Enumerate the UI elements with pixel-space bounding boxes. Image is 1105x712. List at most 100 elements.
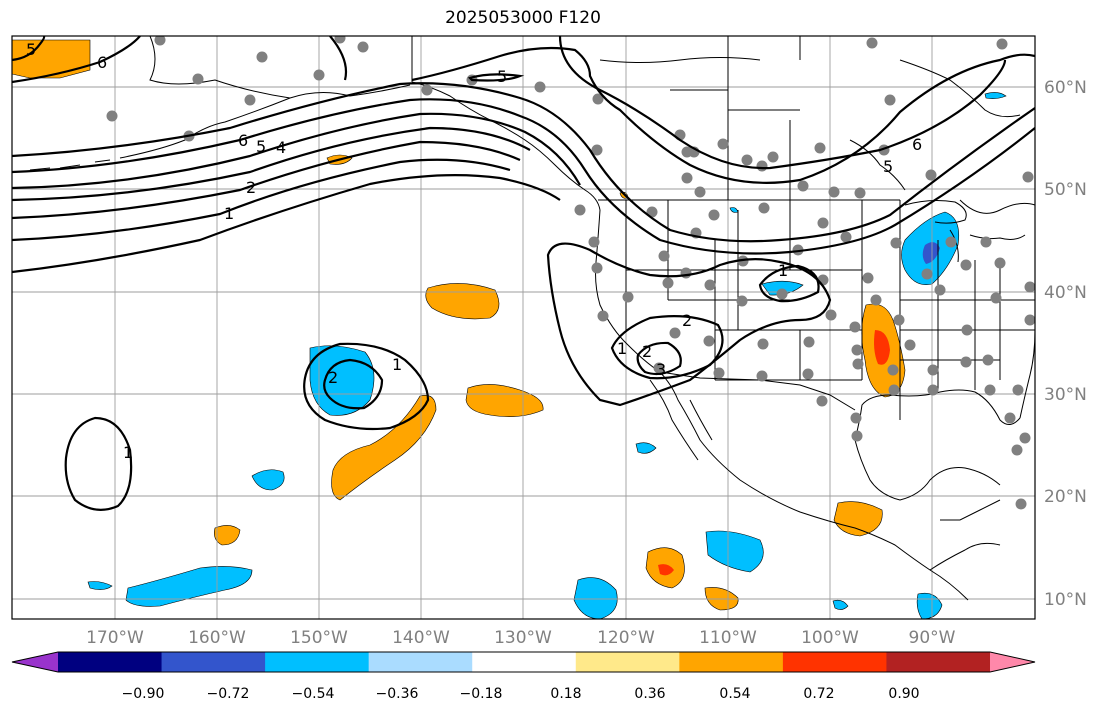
lat-tick-label: 10°N: [1044, 590, 1087, 610]
field-cyan-hawaii: [251, 469, 285, 491]
contour-label: 2: [328, 368, 338, 387]
coast-great-lakes: [904, 200, 1026, 263]
shaded-fields: [12, 39, 1007, 619]
colorbar-segment: [58, 652, 163, 672]
contour-ridge-upper: [411, 46, 1035, 184]
colorbar-segment: [575, 652, 680, 672]
colorbar-extend-high: [990, 652, 1035, 672]
colorbar-segment: [265, 652, 370, 672]
border-states: [625, 200, 1035, 420]
colorbar-labels: −0.90 −0.72 −0.54 −0.36 −0.18 0.18 0.36 …: [122, 686, 920, 702]
contour-pac-3: [64, 416, 133, 511]
lon-tick-label: 120°W: [597, 628, 655, 648]
field-cyan-pac: [309, 345, 375, 416]
field-cyan-long: [125, 566, 253, 607]
field-cyan-f: [635, 442, 657, 454]
contour-lines: [12, 36, 1035, 511]
colorbar-segment: [368, 652, 473, 672]
contour-label: 1: [392, 355, 402, 374]
contour-label: 6: [97, 53, 107, 72]
field-orange-f: [833, 501, 883, 537]
field-orange-band: [331, 395, 437, 501]
field-cyan-hudson: [984, 92, 1007, 99]
coast-aleutians: [29, 159, 111, 171]
field-cyan-e: [832, 599, 849, 610]
contour-jet-4: [12, 126, 531, 202]
contour-label: 4: [276, 138, 286, 157]
colorbar-outline: [11, 651, 1036, 673]
contour-label: 5: [256, 137, 266, 156]
colorbar-segment: [782, 652, 887, 672]
contour-small-1: [758, 264, 820, 303]
colorbar-tick-label: −0.72: [207, 686, 250, 702]
colorbar-tick-label: −0.18: [460, 686, 503, 702]
colorbar-tick-label: −0.90: [122, 686, 165, 702]
lon-tick-label: 110°W: [699, 628, 757, 648]
coast-canada: [599, 36, 1035, 214]
field-cyan-mex: [705, 530, 764, 573]
contour-label: 6: [238, 131, 248, 150]
lon-tick-label: 130°W: [494, 628, 552, 648]
lon-tick-label: 160°W: [188, 628, 246, 648]
contour-label: 6: [912, 135, 922, 154]
contour-label: 1: [123, 443, 133, 462]
coast-west-us: [595, 209, 969, 601]
contour-low-outer: [546, 242, 832, 407]
field-orange-b: [465, 384, 544, 417]
contour-label: 5: [497, 67, 507, 86]
field-blue-glakes: [922, 242, 940, 264]
contour-jet-1: [12, 82, 1035, 243]
map-title: 2025053000 F120: [445, 8, 601, 28]
contour-jet-5: [12, 140, 521, 220]
colorbar-segment: [161, 652, 266, 672]
lon-tick-label: 140°W: [392, 628, 450, 648]
map-panel: 5 6 6 5 4 2 1 5 2 1 2 1 1 5 6 2 3 1: [12, 36, 1035, 619]
contour-nw-5: [12, 36, 46, 62]
contour-label: 3: [656, 360, 666, 379]
map-frame: [11, 35, 1036, 620]
colorbar-tick-label: 0.54: [719, 686, 750, 702]
contour-jet-2: [12, 98, 1035, 255]
coast-gulf: [854, 389, 1021, 501]
contour-label: 5: [26, 40, 36, 59]
colorbar-tick-label: 0.36: [634, 686, 665, 702]
contour-ridge-5: [467, 73, 525, 82]
contour-label: 1: [617, 339, 627, 358]
colorbar-tick-label: 0.72: [803, 686, 834, 702]
field-orange-nw: [12, 39, 91, 79]
contour-pac-1: [303, 342, 430, 431]
contour-jet-3: [12, 112, 581, 190]
contour-pac-2: [323, 358, 384, 410]
contour-label: 5: [883, 157, 893, 176]
coast-central-am: [929, 499, 1001, 571]
field-red-texas: [874, 330, 890, 365]
lat-tick-label: 60°N: [1044, 78, 1087, 98]
contour-ridge-mid: [329, 36, 1007, 170]
lon-tick-label: 170°W: [86, 628, 144, 648]
colorbar-tick-label: 0.18: [550, 686, 581, 702]
colorbar-segment: [472, 652, 577, 672]
contour-jet-7: [12, 174, 561, 274]
field-cyan-c: [573, 577, 618, 619]
field-cyan-tiny1: [87, 581, 113, 590]
colorbar-tick-label: −0.54: [292, 686, 335, 702]
colorbar-segment: [886, 652, 991, 672]
border-canada-prov: [670, 36, 800, 200]
longitude-labels: 170°W 160°W 150°W 140°W 130°W 120°W 110°…: [86, 628, 956, 648]
colorbar-tick-label: 0.90: [888, 686, 919, 702]
lat-tick-label: 50°N: [1044, 180, 1087, 200]
station-markers: [106, 36, 1035, 510]
field-orange-c: [214, 525, 241, 546]
contour-low-mid: [610, 315, 724, 380]
colorbar-extend-low: [12, 652, 58, 672]
latitude-labels: 60°N 50°N 40°N 30°N 20°N 10°N: [1044, 78, 1087, 610]
field-red-core: [658, 564, 674, 576]
contour-label: 1: [778, 261, 788, 280]
contour-label: 2: [642, 342, 652, 361]
colorbar: [11, 651, 1036, 673]
lat-tick-label: 40°N: [1044, 283, 1087, 303]
contour-label: 1: [224, 204, 234, 223]
contour-label: 2: [682, 311, 692, 330]
lat-tick-label: 30°N: [1044, 385, 1087, 405]
